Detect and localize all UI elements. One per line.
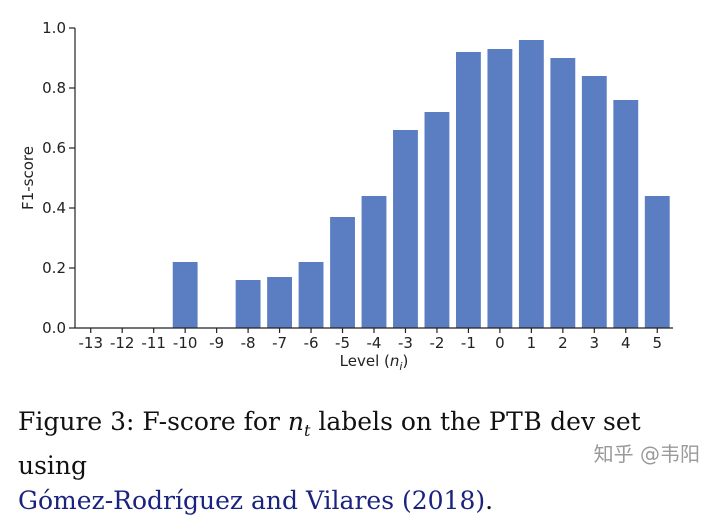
x-tick-label: -3 bbox=[398, 334, 413, 352]
bar--7 bbox=[267, 277, 293, 328]
bar--3 bbox=[393, 130, 418, 328]
x-tick-label: -13 bbox=[78, 334, 103, 352]
bar--5 bbox=[330, 217, 355, 328]
x-axis-title-sub: i bbox=[399, 360, 402, 373]
x-tick-label: 2 bbox=[558, 334, 568, 352]
bar-5 bbox=[644, 196, 670, 328]
x-tick-label: -5 bbox=[335, 334, 350, 352]
y-axis-title: F1-score bbox=[19, 146, 37, 210]
caption-prefix: Figure 3: F-score for bbox=[18, 407, 288, 436]
caption-variable-subscript: t bbox=[303, 421, 311, 440]
x-ticks-group: -13 -12 -11 -10 -9 -8 -7 -6 -5 -4 -3 -2 -1 0 1 2 3 4 5 bbox=[78, 328, 662, 352]
x-axis-title: Level (ni) bbox=[340, 352, 409, 373]
y-tick-label: 0.2 bbox=[42, 259, 66, 277]
x-axis-title-end: ) bbox=[402, 352, 408, 370]
bar-2 bbox=[550, 58, 576, 328]
caption-dataset: PTB bbox=[488, 407, 543, 436]
x-tick-label: 5 bbox=[652, 334, 662, 352]
y-ticks-group: 0.0 0.2 0.4 0.6 0.8 1.0 bbox=[42, 19, 75, 337]
x-tick-label: 1 bbox=[527, 334, 537, 352]
x-tick-label: 4 bbox=[621, 334, 631, 352]
y-tick-label: 0.6 bbox=[42, 139, 66, 157]
x-tick-label: -1 bbox=[461, 334, 476, 352]
x-tick-label: -10 bbox=[173, 334, 198, 352]
y-tick-label: 0.0 bbox=[42, 319, 66, 337]
x-axis-title-var: n bbox=[390, 352, 400, 370]
y-tick-label: 0.4 bbox=[42, 199, 66, 217]
bar--6 bbox=[298, 262, 324, 328]
watermark: 知乎 @韦阳 bbox=[593, 442, 700, 466]
bar--2 bbox=[424, 112, 450, 328]
x-tick-label: -4 bbox=[367, 334, 382, 352]
caption-variable: nt bbox=[287, 407, 311, 440]
caption-citation-link[interactable]: Gómez-Rodríguez and Vilares (2018) bbox=[18, 486, 486, 515]
x-axis-title-main: Level ( bbox=[340, 352, 390, 370]
caption-suffix: dev set using bbox=[18, 407, 641, 480]
bar--10 bbox=[172, 262, 198, 328]
caption-middle: labels on the bbox=[310, 407, 489, 436]
x-tick-label: -2 bbox=[429, 334, 444, 352]
x-tick-label: -6 bbox=[304, 334, 319, 352]
x-tick-label: -11 bbox=[141, 334, 166, 352]
bar-0 bbox=[487, 49, 513, 328]
y-tick-label: 0.8 bbox=[42, 79, 66, 97]
bar-4 bbox=[613, 100, 639, 328]
x-tick-label: 0 bbox=[495, 334, 505, 352]
x-tick-label: -9 bbox=[209, 334, 224, 352]
bar--1 bbox=[455, 52, 481, 328]
x-tick-label: -12 bbox=[110, 334, 135, 352]
caption-end: . bbox=[485, 486, 494, 515]
x-tick-label: -7 bbox=[272, 334, 287, 352]
bar-1 bbox=[518, 40, 544, 328]
bars-group bbox=[172, 40, 670, 328]
bar--4 bbox=[361, 196, 387, 328]
x-tick-label: -8 bbox=[241, 334, 256, 352]
x-tick-label: 3 bbox=[590, 334, 600, 352]
bar-chart: 0.00.20.40.60.81.0 -13 -12 -11 -10 -9 -8 -7 -6-… bbox=[19, 19, 673, 373]
y-tick-label: 1.0 bbox=[42, 19, 66, 37]
bar-3 bbox=[581, 76, 607, 328]
bar--8 bbox=[235, 280, 261, 328]
